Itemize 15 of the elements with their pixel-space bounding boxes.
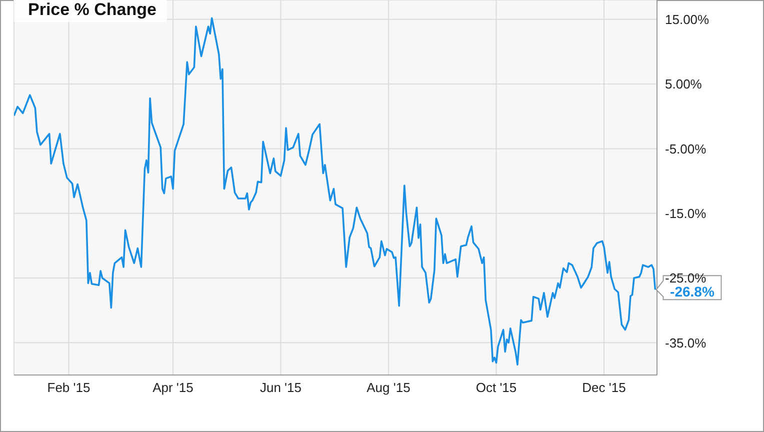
y-tick-label: -35.0% <box>665 335 707 350</box>
y-tick-label: -5.00% <box>665 141 707 156</box>
y-tick-label: -25.0% <box>665 270 707 286</box>
x-tick-label: Feb '15 <box>47 380 90 396</box>
x-tick-label: Apr '15 <box>152 380 194 396</box>
x-tick-label: Jun '15 <box>260 380 302 396</box>
chart-title: Price % Change <box>14 0 166 22</box>
y-tick-label: 5.00% <box>665 76 702 92</box>
y-tick-label: -15.0% <box>665 206 707 221</box>
line-series <box>14 17 656 366</box>
x-tick-label: Dec '15 <box>582 380 626 396</box>
y-tick-label: 15.00% <box>665 12 710 28</box>
x-tick-label: Aug '15 <box>366 380 410 396</box>
annotation: -26.8% <box>670 283 715 300</box>
x-tick-label: Oct '15 <box>476 380 517 396</box>
